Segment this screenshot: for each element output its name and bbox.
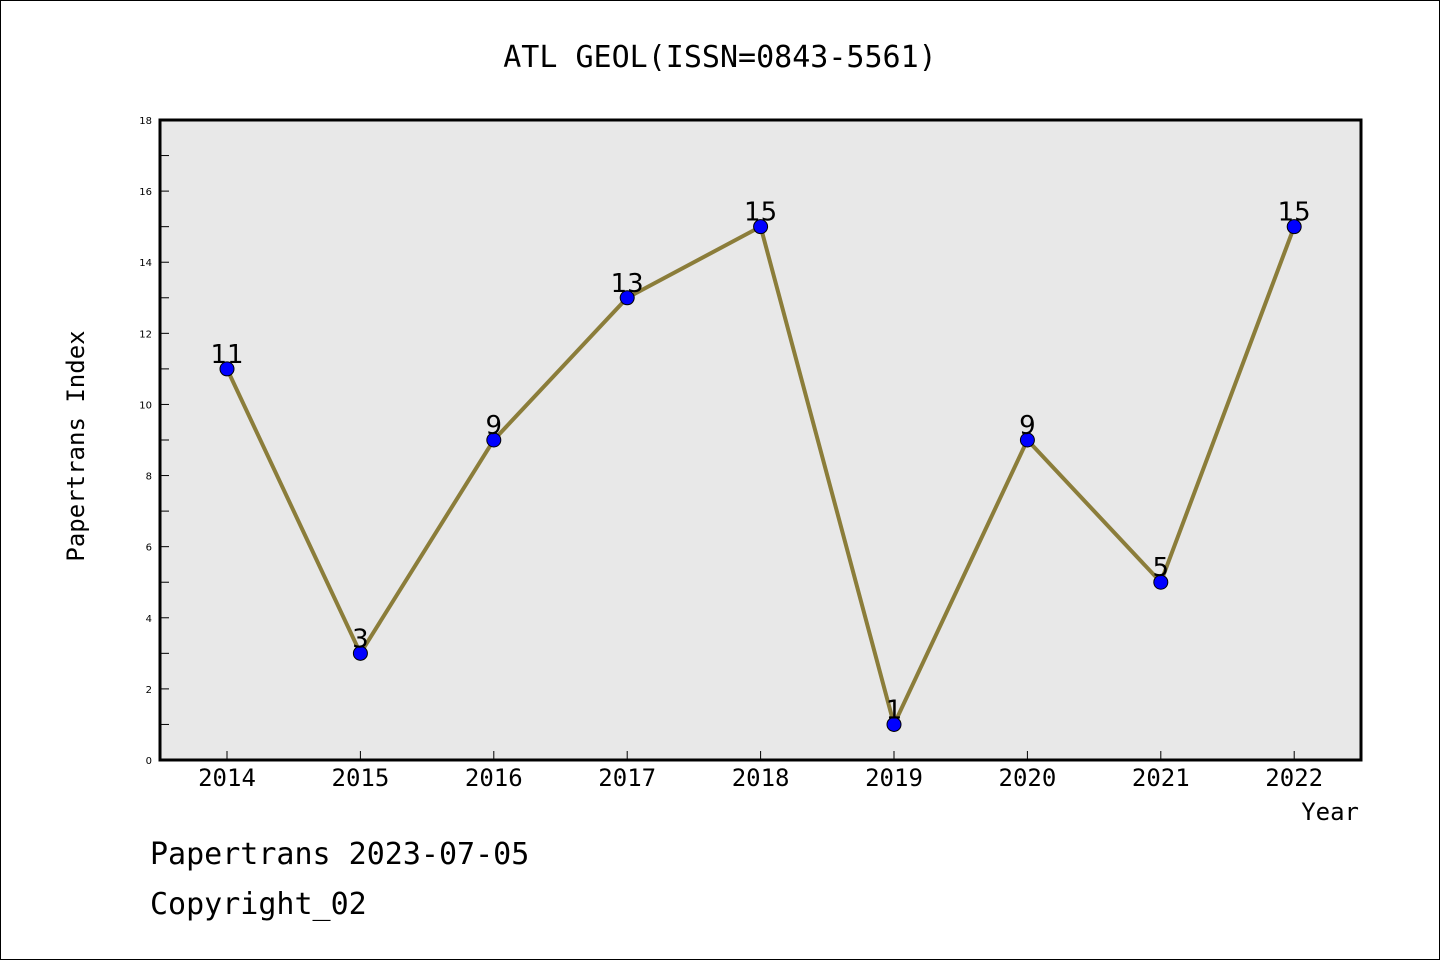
y-tick-label: 14 bbox=[139, 258, 152, 269]
y-tick-label: 16 bbox=[139, 187, 152, 198]
y-tick-label: 6 bbox=[146, 543, 152, 554]
y-tick-label: 10 bbox=[139, 400, 152, 411]
data-point bbox=[1153, 574, 1169, 590]
data-point bbox=[486, 432, 502, 448]
x-tick-label: 2022 bbox=[1265, 764, 1323, 792]
data-point bbox=[219, 361, 235, 377]
y-tick-label: 4 bbox=[146, 614, 152, 625]
x-tick-label: 2017 bbox=[598, 764, 656, 792]
y-tick-label: 2 bbox=[146, 685, 152, 696]
x-tick-label: 2021 bbox=[1132, 764, 1190, 792]
data-label: 13 bbox=[611, 269, 644, 299]
plot-border bbox=[158, 118, 1363, 762]
data-point bbox=[886, 716, 902, 732]
data-point bbox=[352, 645, 368, 661]
data-point bbox=[753, 219, 769, 235]
data-label: 11 bbox=[210, 340, 243, 370]
x-tick-label: 2020 bbox=[999, 764, 1057, 792]
data-label: 1 bbox=[886, 695, 903, 725]
data-label: 3 bbox=[352, 624, 369, 654]
y-tick-label: 0 bbox=[146, 756, 152, 767]
series-markers bbox=[219, 219, 1302, 732]
x-axis-label: Year bbox=[1301, 798, 1359, 826]
data-label: 15 bbox=[1278, 198, 1311, 228]
data-label: 5 bbox=[1153, 553, 1170, 583]
data-point bbox=[1019, 432, 1035, 448]
chart-title: ATL GEOL(ISSN=0843-5561) bbox=[503, 40, 936, 75]
x-tick-label: 2014 bbox=[198, 764, 256, 792]
data-labels: 11 3 9 13 15 1 9 5 15 bbox=[210, 198, 1310, 726]
data-label: 15 bbox=[744, 198, 777, 228]
y-tick-label: 12 bbox=[139, 329, 152, 340]
data-point bbox=[619, 290, 635, 306]
y-axis-label: Papertrans Index bbox=[62, 330, 90, 561]
x-tick-label: 2015 bbox=[332, 764, 390, 792]
data-point bbox=[1286, 219, 1302, 235]
data-label: 9 bbox=[486, 411, 503, 441]
footer-copyright: Copyright_02 bbox=[150, 887, 367, 922]
y-tick-label: 8 bbox=[146, 472, 152, 483]
y-tick-label: 18 bbox=[139, 116, 152, 127]
x-tick-label: 2016 bbox=[465, 764, 523, 792]
data-label: 9 bbox=[1019, 411, 1036, 441]
x-tick-label: 2018 bbox=[732, 764, 790, 792]
x-axis: 2014 2015 2016 2017 2018 2019 2020 2021 2022 bbox=[198, 751, 1323, 792]
footer-date: Papertrans 2023-07-05 bbox=[150, 837, 529, 872]
x-tick-label: 2019 bbox=[865, 764, 923, 792]
